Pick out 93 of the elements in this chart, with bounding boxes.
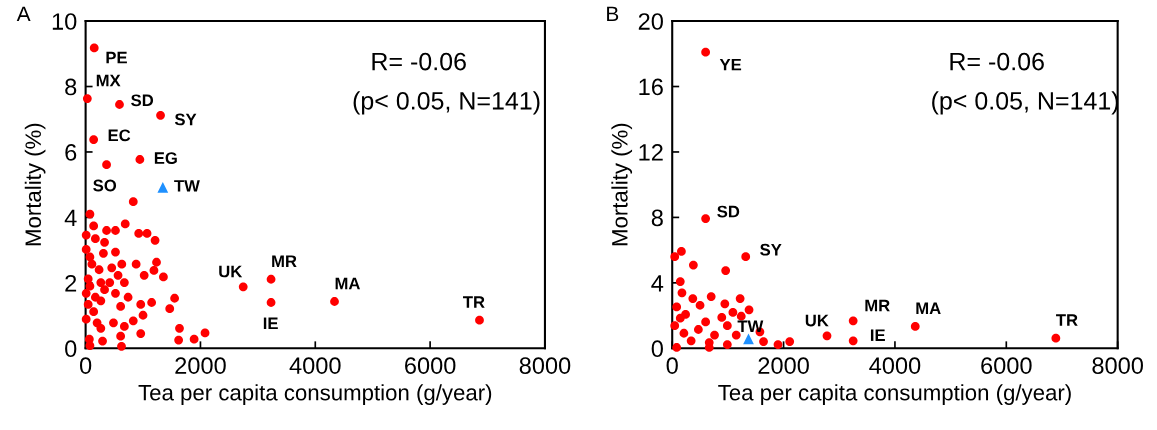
point [679, 328, 689, 338]
point [710, 330, 719, 340]
annotation: TW [174, 180, 200, 192]
x-tick-label: 6000 [981, 357, 1032, 374]
point [728, 308, 738, 317]
annotation: SY [174, 113, 197, 126]
point [731, 330, 741, 340]
point [688, 260, 698, 270]
annotation: TW [737, 320, 764, 333]
y-tick-label: 0 [65, 340, 77, 358]
x-axis-title: Tea per capita consumption (g/year) [718, 384, 1071, 405]
point [675, 277, 685, 286]
point [701, 214, 711, 223]
y-axis-title: Mortality (%) [24, 123, 46, 246]
point [686, 336, 696, 346]
y-tick-label: 0 [651, 340, 663, 358]
point [735, 294, 745, 303]
x-tick-label: 6000 [405, 357, 456, 374]
point [694, 325, 703, 334]
annotation: MR [272, 255, 297, 267]
point [910, 321, 920, 331]
annotation: SD [717, 205, 740, 218]
text: B [607, 6, 619, 22]
annotation: UK [219, 265, 243, 278]
x-tick-label: 8000 [519, 357, 571, 374]
point [704, 338, 714, 347]
annotation: (p< 0.05, N=141) [932, 91, 1119, 115]
y-tick-label: 2 [65, 274, 77, 292]
y-tick-label: 8 [65, 78, 77, 96]
point [773, 340, 783, 349]
point [759, 337, 768, 346]
x-tick-label: 4000 [869, 357, 921, 374]
y-tick-label: 8 [651, 209, 663, 227]
y-tick-label: 4 [64, 209, 77, 226]
point [717, 312, 727, 322]
x-axis-title: Tea per capita consumption (g/year) [138, 384, 492, 405]
annotation: SY [760, 243, 782, 256]
point [701, 47, 711, 57]
y-tick-label: 16 [639, 78, 663, 96]
point [744, 305, 754, 315]
y-tick-label: 12 [639, 144, 663, 161]
annotation: R= -0.06 [372, 52, 466, 71]
annotation: MA [335, 277, 360, 290]
y-tick-label: 20 [638, 13, 663, 30]
point [677, 247, 686, 256]
x-tick-label: 0 [666, 357, 678, 374]
point [848, 316, 858, 326]
annotation: EG [154, 152, 177, 164]
annotation: SD [131, 94, 154, 107]
annotation: TR [463, 296, 485, 308]
point [722, 321, 732, 331]
annotation: R= -0.06 [950, 52, 1044, 71]
annotation: TR [1056, 314, 1078, 326]
annotation: MA [916, 302, 941, 315]
point [706, 292, 716, 301]
point [688, 294, 698, 303]
point [701, 317, 711, 327]
point [848, 336, 858, 346]
point [677, 288, 687, 298]
x-tick-label: 4000 [289, 357, 341, 374]
point [785, 337, 795, 346]
point [670, 252, 680, 262]
y-axis-title: Mortality (%) [611, 123, 633, 246]
x-tick-label: 0 [79, 357, 92, 374]
point [672, 302, 682, 312]
annotation: MR [865, 299, 890, 312]
annotation: PE [106, 51, 127, 64]
annotation: SO [93, 179, 117, 192]
y-tick-label: 4 [651, 275, 664, 292]
point [741, 252, 751, 262]
point [695, 300, 705, 310]
x-tick-label: 2000 [758, 357, 809, 374]
point [720, 299, 730, 309]
annotation: MX [96, 74, 121, 87]
point [822, 331, 832, 341]
annotation: IE [263, 317, 278, 330]
text: A [16, 6, 31, 22]
point [722, 340, 732, 349]
annotation: EC [108, 129, 131, 142]
point [670, 321, 680, 331]
y-tick-label: 6 [65, 144, 77, 161]
point [736, 311, 746, 321]
y-tick-label: 10 [52, 13, 77, 30]
annotation: UK [805, 314, 829, 327]
point [1051, 333, 1061, 343]
point [721, 266, 731, 275]
x-tick-label: 2000 [175, 357, 226, 374]
point [675, 313, 685, 323]
point [743, 333, 754, 345]
annotation: YE [719, 58, 742, 71]
annotation: (p< 0.05, N=141) [353, 91, 540, 115]
x-tick-label: 8000 [1092, 357, 1143, 374]
annotation: IE [870, 329, 885, 341]
